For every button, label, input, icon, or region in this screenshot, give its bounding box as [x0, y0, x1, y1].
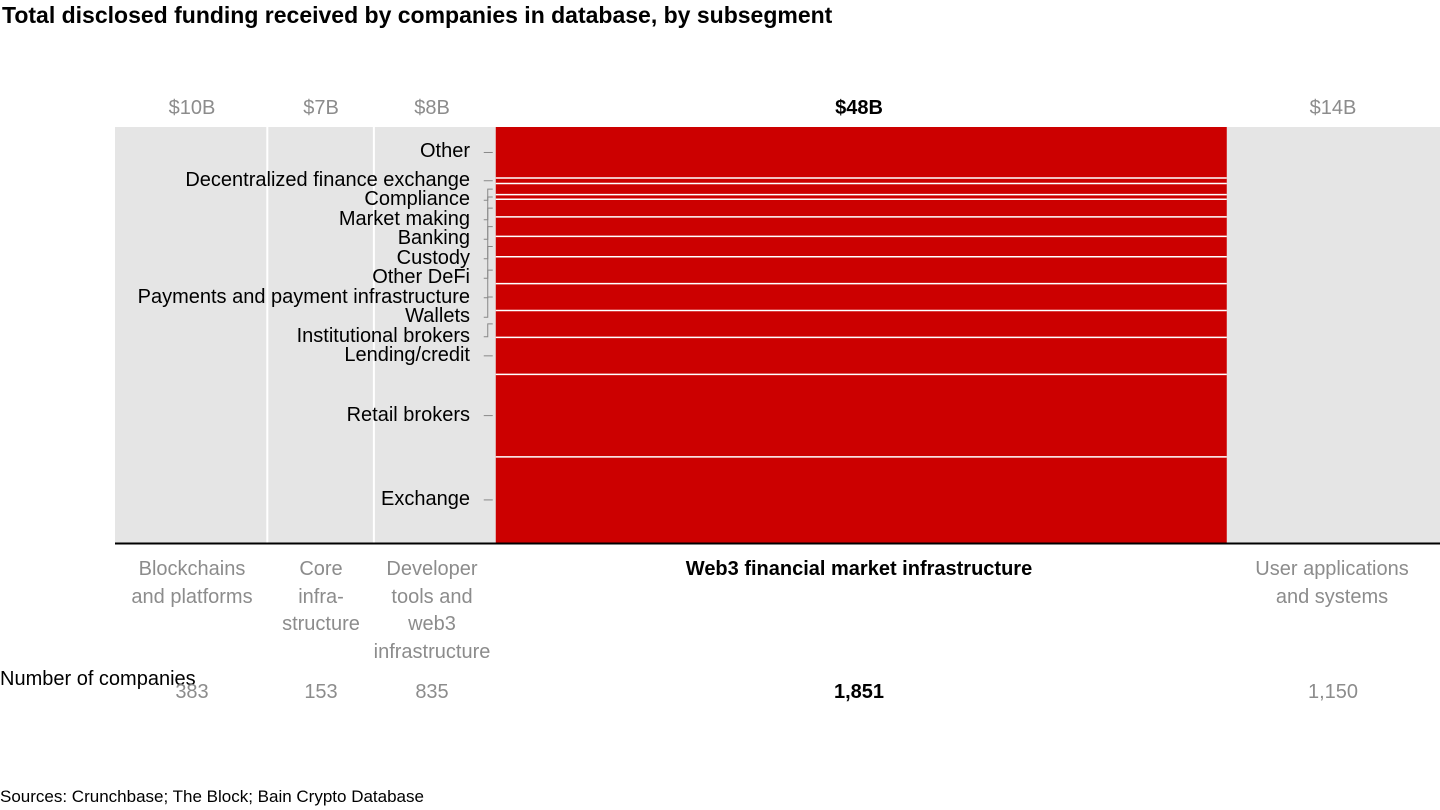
category-label: Blockchains and platforms	[131, 558, 253, 608]
column-value-label: $48B	[835, 97, 883, 119]
subsegment-label: Other	[419, 140, 470, 163]
category-label-highlighted: Web3 financial market infrastructure	[685, 558, 1033, 580]
subsegment-label: Exchange	[381, 487, 470, 510]
company-count: 1,150	[1307, 681, 1359, 703]
subsegment-label: Other DeFi	[372, 266, 470, 289]
subsegment-label: Decentralized finance exchange	[185, 168, 470, 191]
subsegment-label: Custody	[396, 246, 470, 269]
subsegment-bar	[495, 283, 1227, 311]
category-label: Developer tools and web3 infrastructure	[373, 558, 491, 663]
column-value-label: $10B	[168, 97, 216, 119]
subsegment-bar	[495, 194, 1227, 200]
subsegment-label: Banking	[397, 227, 470, 250]
subsegment-bar	[495, 216, 1227, 237]
company-count: 383	[175, 681, 209, 703]
subsegment-label: Compliance	[364, 188, 470, 211]
company-count: 153	[304, 681, 338, 703]
subsegment-label: Lending/credit	[344, 344, 470, 367]
subsegment-label: Payments and payment infrastructure	[137, 285, 470, 308]
subsegment-bar	[495, 456, 1227, 543]
column-bar	[373, 127, 496, 543]
column-bar	[1226, 127, 1440, 543]
company-count: 1,851	[833, 681, 885, 703]
leader-line	[483, 188, 493, 201]
subsegment-label: Market making	[338, 207, 470, 230]
leader-line	[483, 269, 493, 299]
column-value-label: $14B	[1309, 97, 1357, 119]
subsegment-bar	[495, 374, 1227, 457]
leader-line	[483, 207, 493, 240]
leader-line	[483, 246, 493, 279]
leader-line	[483, 226, 493, 260]
subsegment-label: Retail brokers	[346, 403, 470, 426]
category-label: Core infra-structure	[282, 558, 360, 635]
column-bar	[115, 127, 268, 543]
subsegment-bar	[495, 337, 1227, 375]
subsegment-bar	[495, 310, 1227, 338]
subsegment-bar	[495, 177, 1227, 184]
column-bar	[267, 127, 374, 543]
subsegment-bar	[495, 199, 1227, 217]
subsegment-label: Institutional brokers	[296, 324, 470, 347]
subsegment-bar	[495, 236, 1227, 257]
company-count: 835	[415, 681, 449, 703]
subsegment-bar	[495, 127, 1227, 178]
subsegment-label: Wallets	[405, 305, 470, 328]
subsegment-bar	[495, 183, 1227, 195]
subsegment-bar	[495, 256, 1227, 284]
chart-title: Total disclosed funding received by comp…	[2, 2, 833, 28]
column-value-label: $7B	[303, 97, 339, 119]
company-count-title: Number of companies	[0, 668, 196, 690]
source-note: Sources: Crunchbase; The Block; Bain Cry…	[0, 787, 424, 806]
category-label: User applications and systems	[1255, 558, 1409, 608]
leader-line	[483, 323, 493, 338]
column-value-label: $8B	[414, 97, 450, 119]
leader-line	[483, 296, 493, 318]
